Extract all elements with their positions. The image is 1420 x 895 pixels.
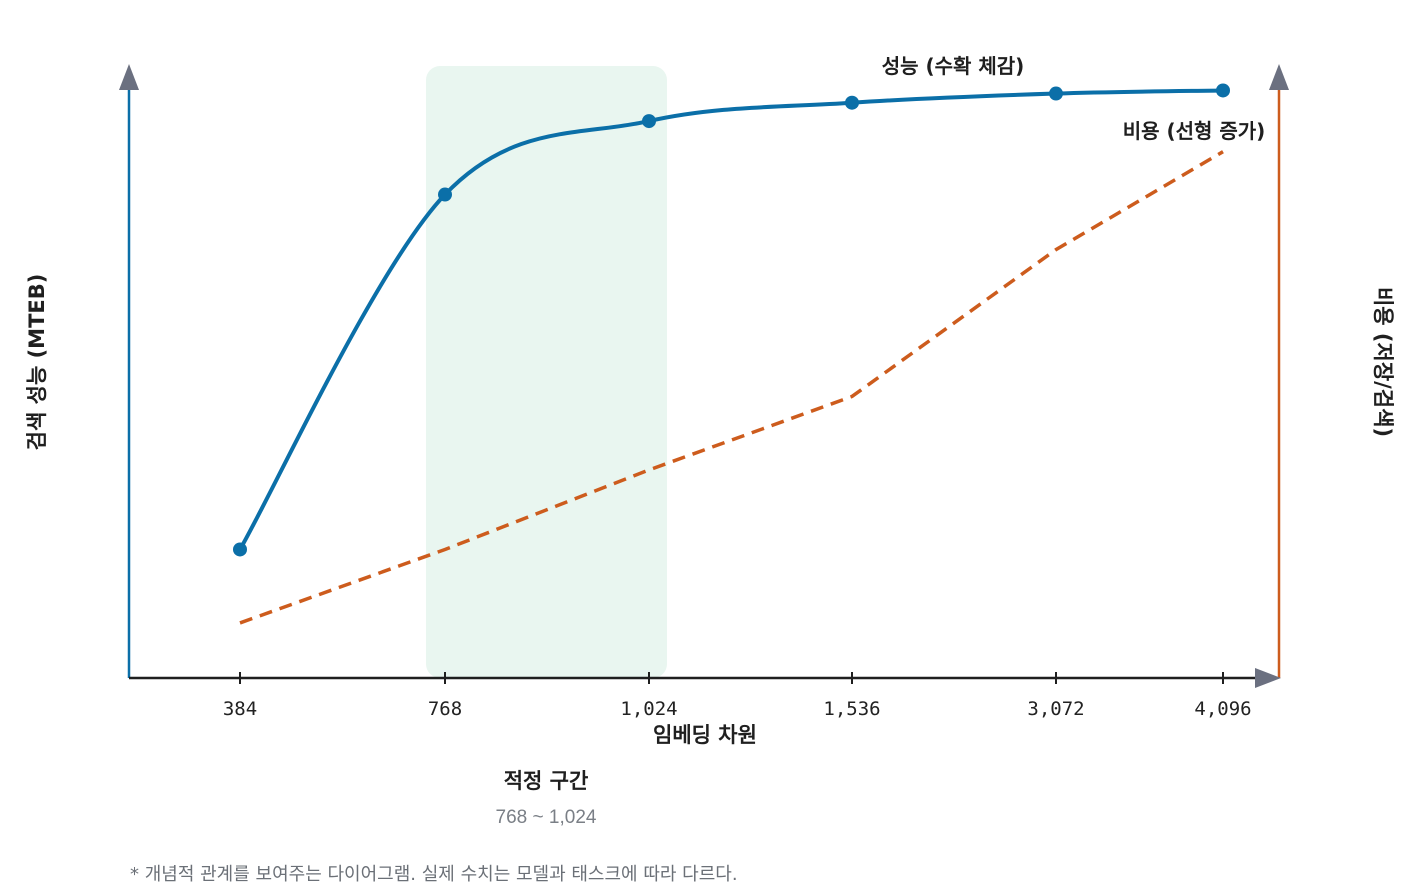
performance-data-point xyxy=(642,114,656,129)
x-axis-arrow-icon xyxy=(1255,668,1281,688)
performance-series-line xyxy=(238,88,1224,551)
optimal-range-values: 768 ~ 1,024 xyxy=(496,807,597,828)
left-y-axis-title: 검색 성능 (MTEB) xyxy=(25,274,49,451)
performance-data-point xyxy=(438,187,452,202)
x-tick-label: 4,096 xyxy=(1194,698,1251,720)
x-tick-label: 3,072 xyxy=(1027,698,1084,720)
left-y-axis-arrow-icon xyxy=(119,64,139,90)
x-tick-label: 1,024 xyxy=(620,698,677,720)
optimal-range-title: 적정 구간 xyxy=(504,769,589,793)
x-tick-label: 1,536 xyxy=(823,698,880,720)
right-y-axis-arrow-icon xyxy=(1269,64,1289,90)
performance-data-point xyxy=(845,95,859,110)
performance-series-label: 성능 (수확 체감) xyxy=(882,54,1025,78)
x-axis-title: 임베딩 차원 xyxy=(653,723,757,747)
footnote: * 개념적 관계를 보여주는 다이어그램. 실제 수치는 모델과 태스크에 따라… xyxy=(130,864,738,885)
cost-series-line xyxy=(239,150,1224,625)
right-y-axis-title: 비용 (저장/검색) xyxy=(1371,287,1395,437)
performance-data-point xyxy=(1049,86,1063,101)
series-group xyxy=(233,83,1230,625)
cost-series-label: 비용 (선형 증가) xyxy=(1123,119,1266,143)
optimal-range-band xyxy=(426,66,667,678)
performance-data-point xyxy=(233,542,247,557)
x-tick-label: 768 xyxy=(428,698,462,720)
performance-data-point xyxy=(1216,83,1230,98)
x-tick-label: 384 xyxy=(223,698,257,720)
x-tick-group: 384 768 1,024 1,536 3,072 4,096 xyxy=(223,672,1252,720)
